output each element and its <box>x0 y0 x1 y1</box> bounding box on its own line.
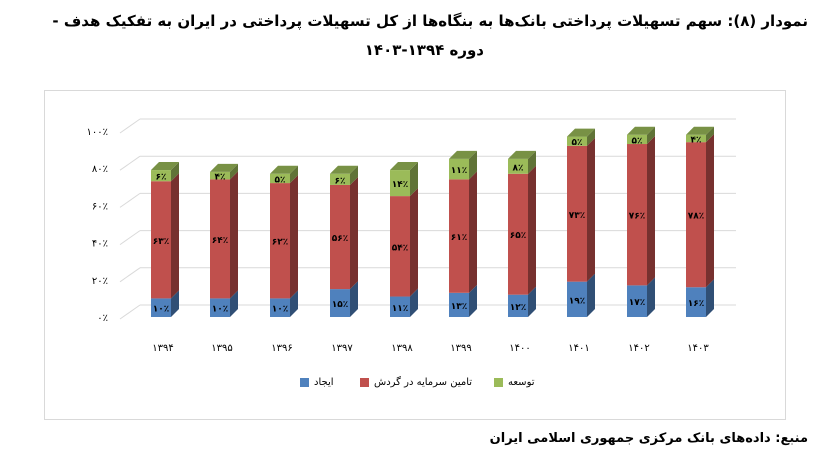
bar-segment: ۶۱٪ <box>449 171 477 293</box>
bar-segment: ۵٪ <box>567 128 595 148</box>
legend-label-working-capital: تامین سرمایه در گردش <box>374 377 473 388</box>
bar-segment: ۱۶٪ <box>686 279 714 317</box>
legend-item-working-capital: تامین سرمایه در گردش <box>360 377 472 388</box>
x-tick-label: ۱۴۰۳ <box>687 343 709 354</box>
y-tick-label: ۱۰۰٪ <box>87 127 108 138</box>
x-tick-label: ۱۴۰۱ <box>568 343 589 354</box>
bar-segment: ۷۳٪ <box>567 137 595 282</box>
svg-text:۱۰٪: ۱۰٪ <box>153 305 169 315</box>
svg-text:۱۲٪: ۱۲٪ <box>510 303 526 313</box>
svg-text:۶۳٪: ۶۳٪ <box>153 237 169 247</box>
svg-text:۱۷٪: ۱۷٪ <box>629 298 645 308</box>
x-tick-label: ۱۳۹۸ <box>391 343 413 354</box>
bar-segment: ۱۰٪ <box>270 290 298 317</box>
bar-segment: ۱۴٪ <box>390 162 418 197</box>
svg-text:۵٪: ۵٪ <box>632 136 643 146</box>
bar-segment: ۱۲٪ <box>508 286 536 317</box>
y-tick-label: ۲۰٪ <box>92 276 108 287</box>
svg-text:۶۱٪: ۶۱٪ <box>451 233 467 243</box>
x-tick-label: ۱۴۰۲ <box>628 343 649 354</box>
svg-text:۶۲٪: ۶۲٪ <box>272 238 288 248</box>
y-tick-label: ۸۰٪ <box>92 164 108 175</box>
bar-segment: ۱۷٪ <box>627 277 655 317</box>
chart-legend: ایجاد تامین سرمایه در گردش توسعه <box>0 377 814 397</box>
chart-title-line2: دوره ۱۳۹۴-۱۴۰۳ <box>364 41 484 59</box>
legend-swatch-green <box>494 378 503 387</box>
x-tick-label: ۱۳۹۴ <box>152 343 173 354</box>
svg-text:۶٪: ۶٪ <box>335 176 346 186</box>
svg-text:۶٪: ۶٪ <box>156 173 167 183</box>
x-tick-label: ۱۴۰۰ <box>509 343 530 354</box>
svg-text:۴٪: ۴٪ <box>215 173 226 183</box>
legend-label-development: توسعه <box>508 377 535 388</box>
bar-segment: ۶۲٪ <box>270 175 298 299</box>
bar-segment: ۷۶٪ <box>627 136 655 286</box>
bar-segment: ۱۱٪ <box>390 288 418 317</box>
svg-text:۱۰٪: ۱۰٪ <box>272 305 288 315</box>
bar-segment: ۶۳٪ <box>151 173 179 299</box>
svg-text:۵٪: ۵٪ <box>275 175 286 185</box>
svg-text:۶۴٪: ۶۴٪ <box>212 236 228 246</box>
svg-text:۷۶٪: ۷۶٪ <box>629 212 645 222</box>
bar-segment: ۶۵٪ <box>508 165 536 295</box>
chart-frame <box>44 90 786 420</box>
svg-text:۱۱٪: ۱۱٪ <box>451 166 467 176</box>
svg-text:۱۵٪: ۱۵٪ <box>332 300 348 310</box>
svg-text:۸٪: ۸٪ <box>513 163 524 173</box>
legend-swatch-blue <box>300 378 309 387</box>
chart-title-line1: نمودار (۸): سهم تسهیلات پرداختی بانک‌ها … <box>52 12 808 30</box>
x-tick-label: ۱۳۹۷ <box>331 343 353 354</box>
x-tick-label: ۱۳۹۵ <box>211 343 232 354</box>
svg-text:۵۴٪: ۵۴٪ <box>392 243 408 253</box>
svg-text:۴٪: ۴٪ <box>691 135 702 145</box>
svg-text:۷۳٪: ۷۳٪ <box>569 211 585 221</box>
legend-item-development: توسعه <box>494 377 535 388</box>
legend-item-ijad: ایجاد <box>300 377 334 388</box>
bar-segment: ۶۴٪ <box>210 171 238 299</box>
svg-text:۱۱٪: ۱۱٪ <box>392 304 408 314</box>
bar-segment: ۵۴٪ <box>390 188 418 297</box>
svg-text:۷۸٪: ۷۸٪ <box>688 212 704 222</box>
bar-segment: ۵٪ <box>627 126 655 146</box>
bar-segment: ۱۰٪ <box>151 290 179 317</box>
bar-segment: ۵٪ <box>270 165 298 185</box>
svg-text:۱۳٪: ۱۳٪ <box>451 302 467 312</box>
bar-segment: ۱۵٪ <box>330 281 358 317</box>
svg-text:۵۶٪: ۵۶٪ <box>332 234 348 244</box>
x-tick-label: ۱۳۹۶ <box>271 343 292 354</box>
source-note: منبع: داده‌های بانک مرکزی جمهوری اسلامی … <box>489 431 808 446</box>
y-tick-label: ۰٪ <box>97 313 108 324</box>
x-tick-label: ۱۳۹۹ <box>450 343 471 354</box>
legend-swatch-red <box>360 378 369 387</box>
svg-text:۱۶٪: ۱۶٪ <box>688 299 704 309</box>
y-tick-label: ۶۰٪ <box>92 201 108 212</box>
y-tick-label: ۴۰٪ <box>92 239 108 250</box>
bar-segment: ۱۰٪ <box>210 290 238 317</box>
bar-segment: ۶٪ <box>151 162 179 183</box>
svg-text:۱۰٪: ۱۰٪ <box>212 305 228 315</box>
bar-segment: ۴٪ <box>686 126 714 145</box>
svg-text:۶۵٪: ۶۵٪ <box>510 231 526 241</box>
bar-segment: ۴٪ <box>210 163 238 183</box>
bar-segment: ۱۱٪ <box>449 150 477 180</box>
bar-segment: ۶٪ <box>330 165 358 186</box>
svg-text:۵٪: ۵٪ <box>572 138 583 148</box>
svg-text:۱۴٪: ۱۴٪ <box>392 180 408 190</box>
bar-segment: ۱۳٪ <box>449 284 477 317</box>
legend-label-ijad: ایجاد <box>314 377 334 388</box>
bar-segment: ۷۸٪ <box>686 134 714 288</box>
bar-segment: ۱۹٪ <box>567 273 595 317</box>
bar-segment: ۵۶٪ <box>330 176 358 290</box>
svg-text:۱۹٪: ۱۹٪ <box>569 296 585 306</box>
bar-segment: ۸٪ <box>508 150 536 174</box>
